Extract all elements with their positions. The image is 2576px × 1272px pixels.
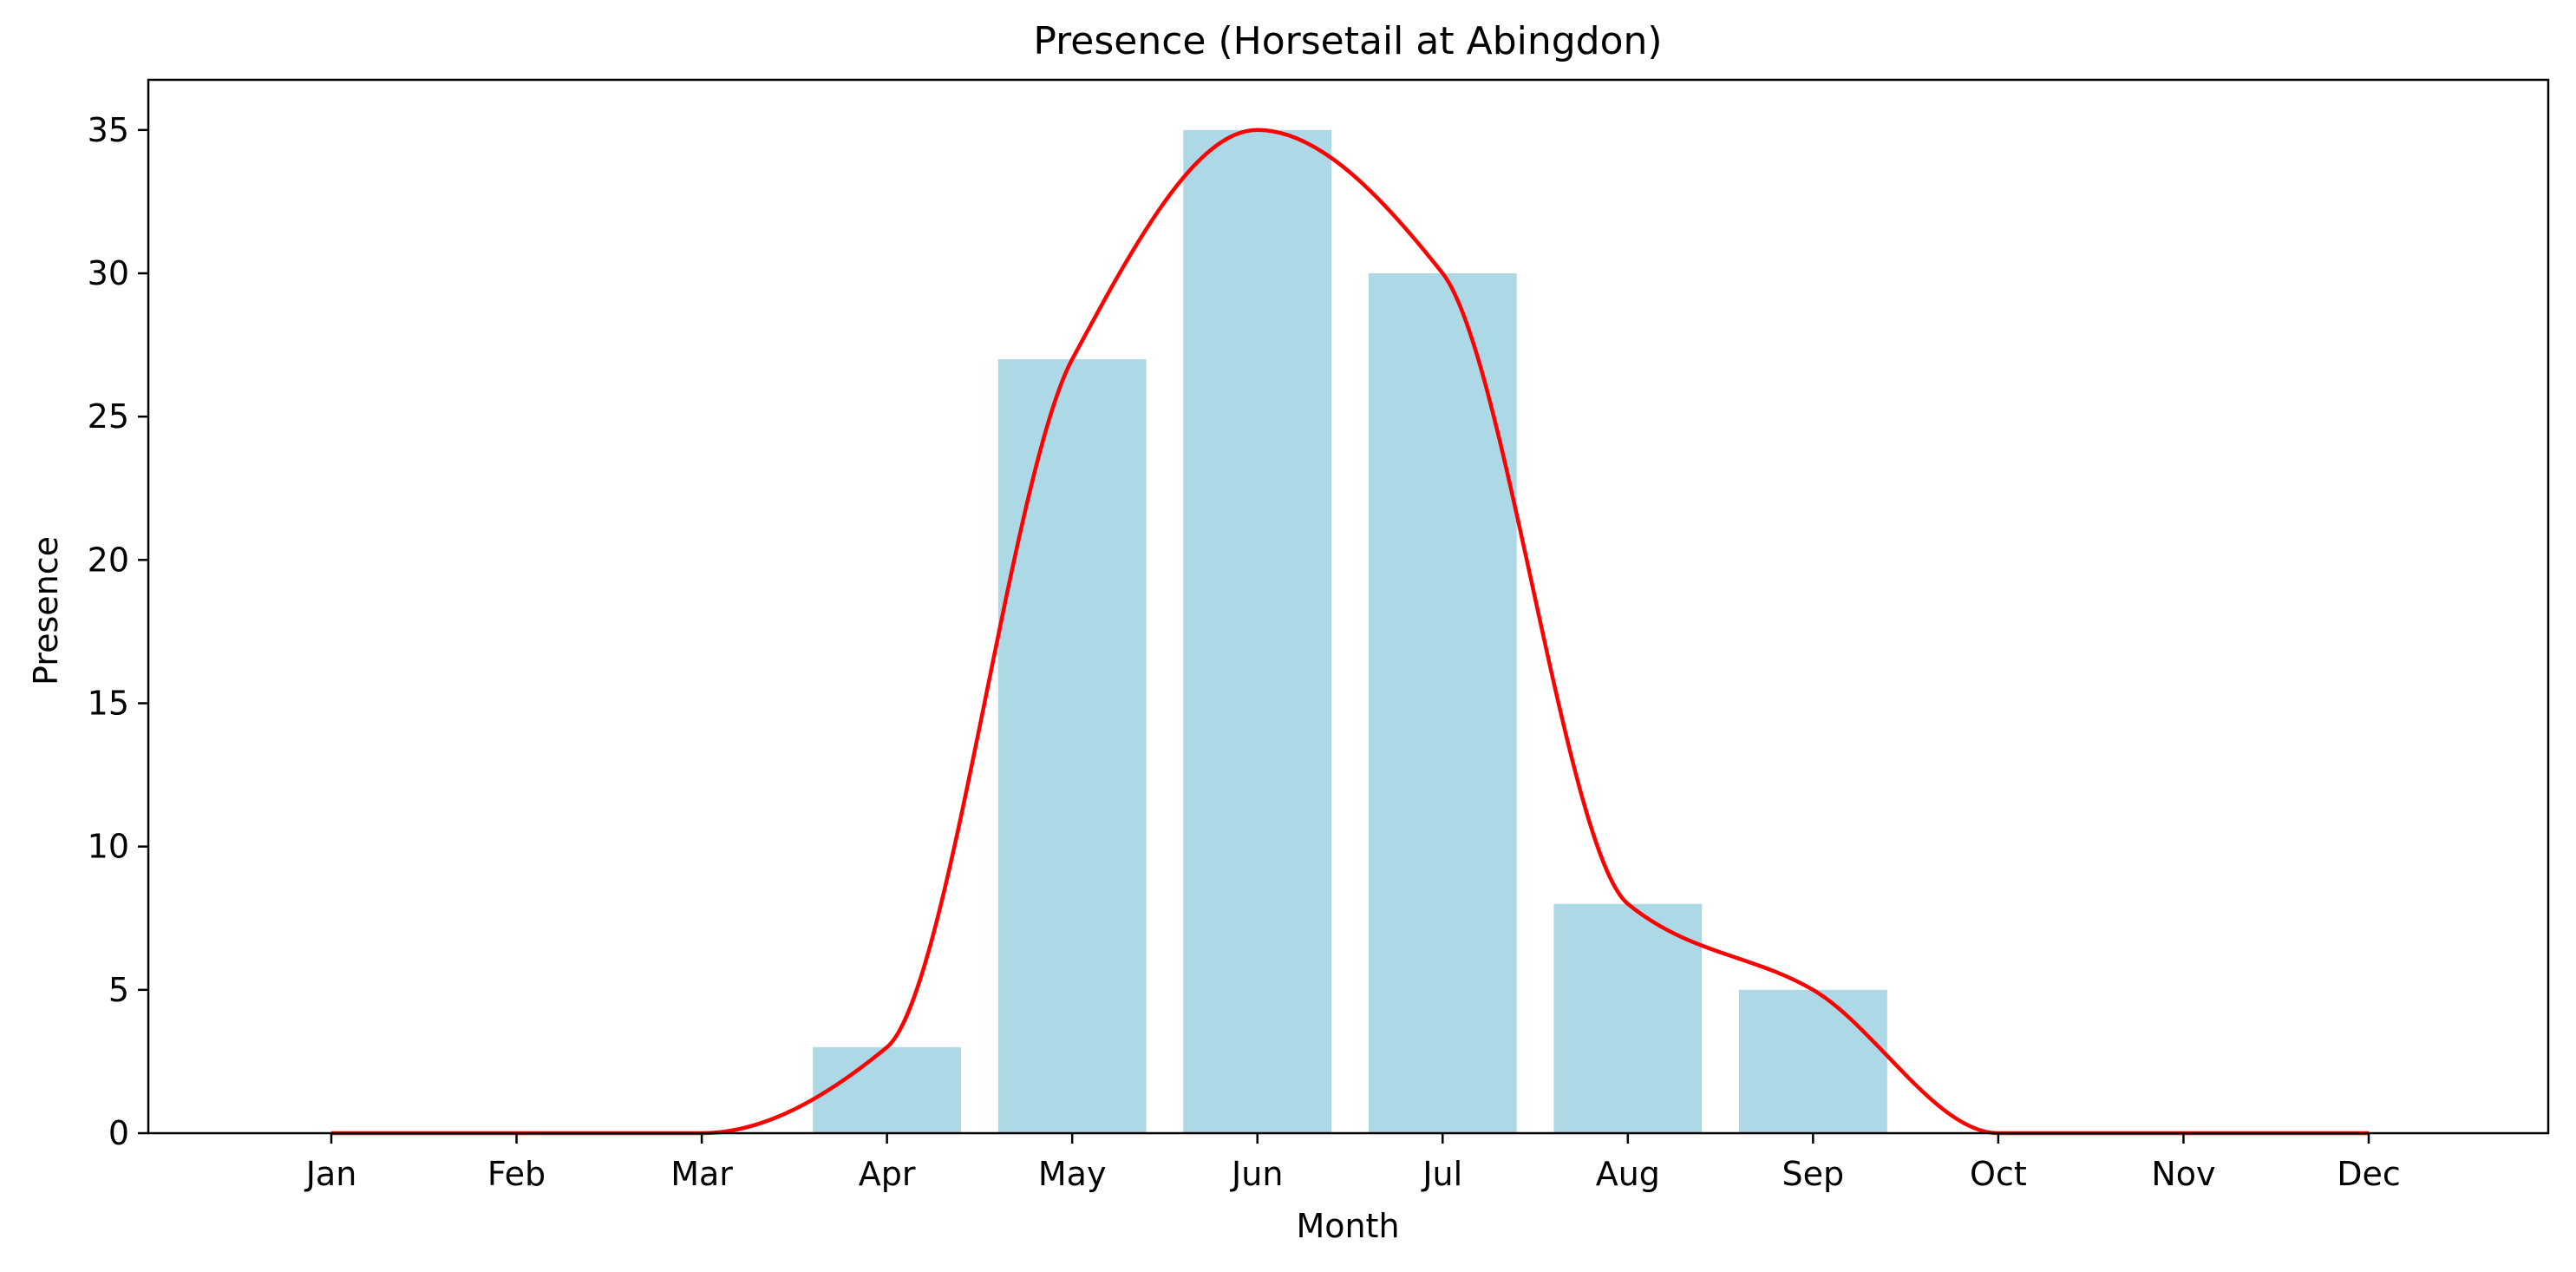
y-axis-label: Presence <box>27 536 65 685</box>
bar-jul <box>1368 272 1517 1134</box>
y-tick-label: 35 <box>88 111 129 149</box>
x-tick-label-nov: Nov <box>2151 1155 2215 1193</box>
x-tick-label-may: May <box>1038 1155 1107 1193</box>
bar-sep <box>1738 989 1887 1133</box>
y-tick-label: 20 <box>88 541 129 579</box>
y-tick-label: 15 <box>88 684 129 722</box>
chart-title: Presence (Horsetail at Abingdon) <box>1033 19 1662 63</box>
y-tick-label: 5 <box>108 971 129 1009</box>
plot-frame <box>147 78 2550 1135</box>
x-tick-label-aug: Aug <box>1596 1155 1660 1193</box>
x-tick-label-dec: Dec <box>2337 1155 2401 1193</box>
x-axis-ticks: Jan Feb Mar Apr May Jun Jul Aug Sep Oct Nov Dec <box>304 1133 2401 1193</box>
bar-may <box>997 359 1147 1134</box>
x-tick-label-jul: Jul <box>1421 1155 1462 1193</box>
bar-jun <box>1183 129 1332 1133</box>
x-tick-label-jan: Jan <box>304 1155 357 1193</box>
x-tick-label-apr: Apr <box>859 1155 916 1193</box>
x-tick-label-mar: Mar <box>670 1155 733 1193</box>
x-tick-label-jun: Jun <box>1230 1155 1283 1193</box>
x-tick-label-sep: Sep <box>1782 1155 1845 1193</box>
trend-line <box>331 128 2369 1136</box>
x-axis-label: Month <box>1296 1207 1399 1245</box>
y-tick-label: 25 <box>88 397 129 436</box>
bar-apr <box>813 1046 962 1133</box>
bar-aug <box>1553 903 1703 1133</box>
x-tick-label-feb: Feb <box>487 1155 546 1193</box>
y-axis-ticks: 0 5 10 15 20 25 30 35 <box>88 111 148 1152</box>
x-tick-label-oct: Oct <box>1970 1155 2027 1193</box>
y-tick-label: 10 <box>88 828 129 866</box>
bars-group <box>813 129 1887 1134</box>
y-tick-label: 0 <box>108 1114 129 1152</box>
y-tick-label: 30 <box>88 254 129 292</box>
